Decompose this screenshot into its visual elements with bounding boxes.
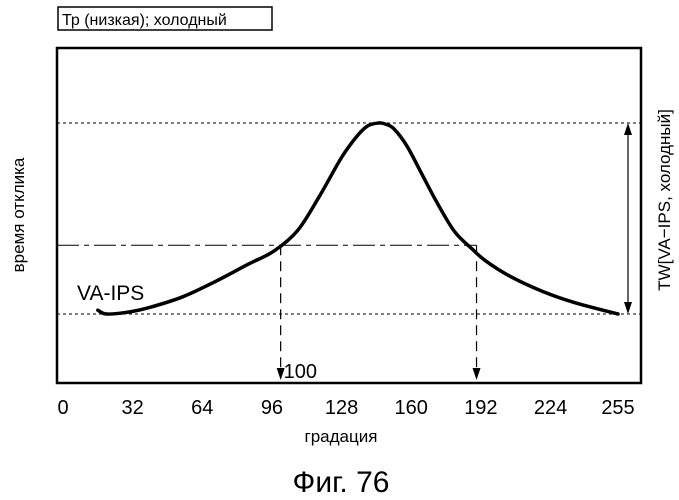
series-label-va-ips: VA-IPS [77, 282, 144, 305]
tw-arrow-top [624, 123, 632, 135]
x-tick-labels: 0 32 64 96 128 160 192 224 255 [57, 397, 634, 419]
x-tick-label: 255 [601, 397, 634, 419]
drop-marker-right-arrow [473, 368, 481, 380]
tw-label: TW[VA−IPS, холодный] [655, 109, 674, 291]
x-axis-title: градация [305, 427, 378, 446]
x-tick-label: 64 [191, 397, 213, 419]
figure-caption: Фиг. 76 [293, 466, 390, 499]
x-tick-label: 192 [464, 397, 497, 419]
marker-label-100: 100 [284, 361, 317, 383]
x-tick-label: 128 [325, 397, 358, 419]
x-tick-label: 224 [534, 397, 567, 419]
x-tick-label: 32 [122, 397, 144, 419]
condition-label: Тр (низкая); холодный [62, 12, 227, 29]
x-tick-label: 160 [395, 397, 428, 419]
tw-arrow-bottom [624, 302, 632, 314]
x-tick-label: 0 [57, 397, 68, 419]
x-tick-label: 96 [261, 397, 283, 419]
plot-frame [57, 48, 641, 383]
y-axis-title: время отклика [9, 157, 28, 272]
va-ips-curve [98, 123, 618, 314]
